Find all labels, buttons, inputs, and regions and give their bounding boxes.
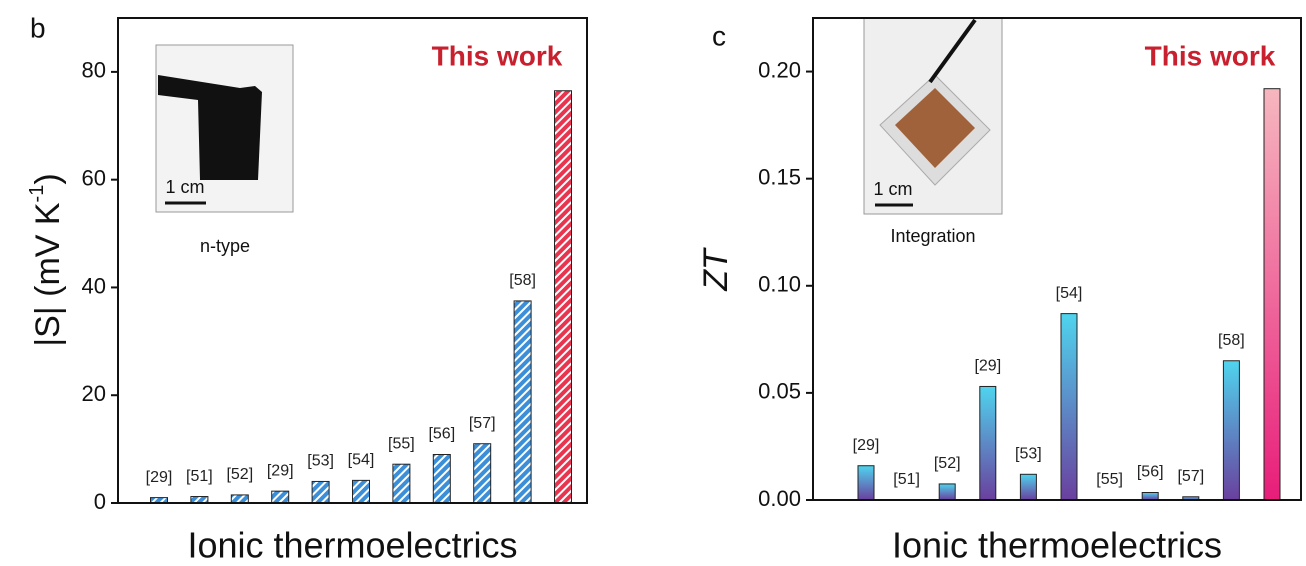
y-tick-label: 40 [82, 273, 106, 298]
inset-scale: 1 cm [165, 177, 204, 197]
y-axis-title: |S| (mV K-1) [26, 173, 67, 346]
y-tick-label: 0.05 [758, 379, 801, 404]
bar [311, 480, 330, 504]
y-axis-title-sup: -1 [26, 185, 48, 203]
bar-label: [55] [1096, 471, 1123, 488]
y-tick-label: 0.00 [758, 486, 801, 511]
annotation: This work [432, 40, 563, 71]
y-axis-title-text: ZT [697, 247, 735, 292]
y-tick-label: 0 [94, 489, 106, 514]
y-tick-label: 0.10 [758, 272, 801, 297]
bar [938, 483, 956, 501]
bar [352, 479, 370, 504]
bar-label: [51] [893, 471, 920, 488]
y-tick-label: 60 [82, 165, 106, 190]
bar [1019, 473, 1037, 501]
x-axis-title: Ionic thermoelectrics [187, 525, 517, 566]
bar [473, 443, 492, 504]
y-tick-label: 0.20 [758, 57, 801, 82]
y-axis-title-tail: ) [29, 173, 67, 184]
bar-label: [54] [348, 452, 375, 469]
bar-label: [54] [1056, 285, 1083, 302]
bar [857, 465, 875, 501]
bar-label: [53] [1015, 446, 1042, 463]
y-tick-label: 80 [82, 58, 106, 83]
bar [392, 463, 411, 504]
plot-frame [117, 17, 588, 504]
panel-label: b [30, 12, 46, 43]
y-tick-label: 0.15 [758, 164, 801, 189]
y-axis-title: ZT [697, 247, 735, 292]
panel-label: c [712, 20, 726, 51]
plot-frame [812, 17, 1302, 501]
bar-label: [29] [853, 437, 880, 454]
bar-label: [58] [509, 272, 536, 289]
bar [1141, 492, 1159, 501]
y-axis-title-text: |S| (mV K [29, 202, 67, 347]
bar [513, 300, 532, 504]
bar-label: [29] [267, 462, 294, 479]
bar-label: [57] [469, 415, 496, 432]
bar-label: [29] [974, 358, 1001, 375]
inset-photo-b [155, 44, 294, 213]
bar [271, 490, 290, 504]
bar-label: [53] [307, 453, 334, 470]
y-tick-label: 20 [82, 381, 106, 406]
annotation: This work [1145, 40, 1276, 71]
bar-label: [55] [388, 435, 415, 452]
bar-label: [56] [428, 426, 455, 443]
bar [554, 90, 572, 504]
bar [230, 494, 249, 504]
x-axis-title: Ionic thermoelectrics [892, 525, 1222, 566]
bar [979, 385, 997, 501]
bar [432, 454, 451, 504]
bar-label: [57] [1177, 468, 1204, 485]
inset-caption: Integration [890, 226, 975, 246]
bar [1263, 88, 1281, 501]
bar-label: [29] [146, 469, 173, 486]
bar [1060, 313, 1078, 501]
bar-label: [52] [226, 466, 253, 483]
bar-label: [52] [934, 455, 961, 472]
bar-label: [51] [186, 468, 213, 485]
inset-scale: 1 cm [873, 179, 912, 199]
bar-label: [58] [1218, 332, 1245, 349]
bar-label: [56] [1137, 464, 1164, 481]
bar [1222, 360, 1240, 501]
inset-photo-c [863, 17, 1003, 215]
inset-caption: n-type [200, 236, 250, 256]
